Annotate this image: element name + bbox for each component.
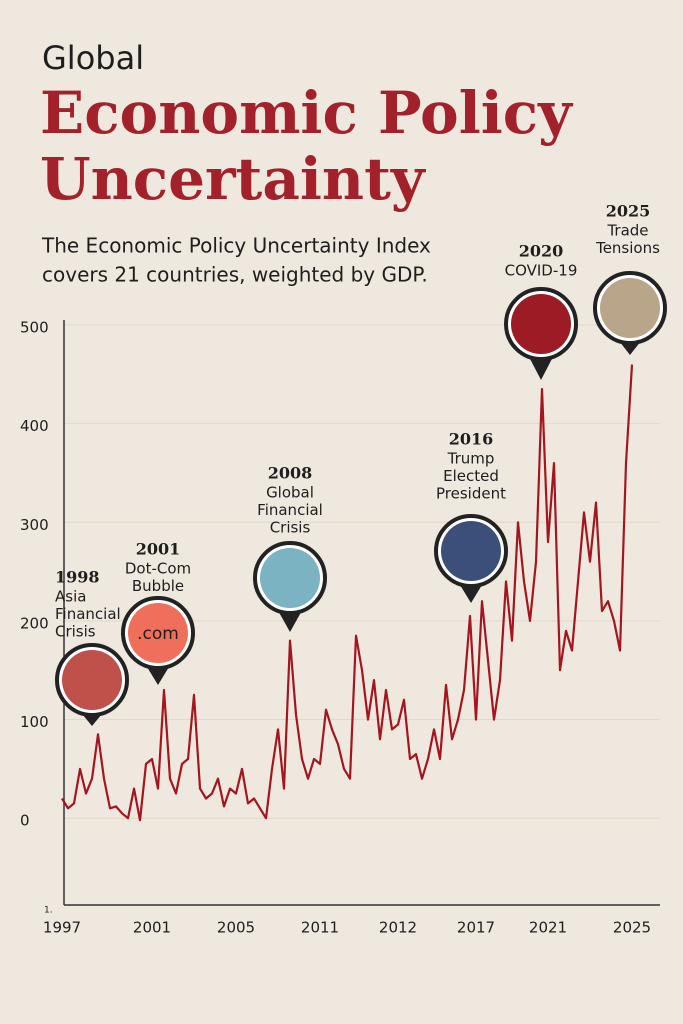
title: Economic Policy [40,79,574,147]
x-tick-label: 2012 [379,919,417,937]
x-tick-label: 2021 [529,919,567,937]
title: Uncertainty [40,145,427,213]
annotation-year: 2020 [519,242,564,261]
annotation-label: President [436,485,506,503]
annotation-label: Trade [606,222,648,240]
annotation-label: COVID-19 [505,262,578,280]
pin-icon [128,603,188,663]
y-tick-label: 200 [20,614,49,632]
x-tick-label: 2005 [217,919,255,937]
annotation-label: Tensions [595,239,660,257]
pin-icon [62,650,122,710]
x-tick-label: 2025 [613,919,651,937]
axis-note: 1. [44,906,53,916]
annotation-label: Financial [55,605,121,623]
x-tick-label: 2011 [301,919,339,937]
y-tick-label: 400 [20,417,49,435]
subtitle: The Economic Policy Uncertainty Index [41,234,431,258]
annotation-year: 2016 [449,430,494,449]
y-tick-label: 0 [20,812,30,830]
y-tick-label: 300 [20,516,49,534]
annotation-label: Crisis [270,519,311,537]
subtitle: covers 21 countries, weighted by GDP. [42,263,428,287]
pin-icon [511,294,571,354]
pin-icon [260,548,320,608]
annotation-label: Bubble [132,577,184,595]
icon-text: .com [137,624,179,644]
annotation-label: Crisis [55,623,96,641]
x-tick-label: 2001 [133,919,171,937]
annotation-label: Asia [55,588,86,606]
annotation-label: Financial [257,501,323,519]
kicker: Global [42,39,144,77]
annotation-year: 2008 [268,464,313,483]
annotation-label: Elected [443,467,499,485]
x-tick-label: 1997 [43,919,81,937]
annotation-label: Dot-Com [125,560,191,578]
y-tick-label: 100 [20,713,49,731]
y-tick-label: 500 [20,319,49,337]
annotation-year: 2001 [136,540,181,559]
x-tick-label: 2017 [457,919,495,937]
line [61,364,634,822]
pin-icon [600,278,660,338]
annotation-year: 2025 [606,202,651,221]
annotation-label: Global [266,484,314,502]
annotation-year: 1998 [55,568,100,587]
annotation-label: Trump [447,450,495,468]
pin-icon [441,521,501,581]
